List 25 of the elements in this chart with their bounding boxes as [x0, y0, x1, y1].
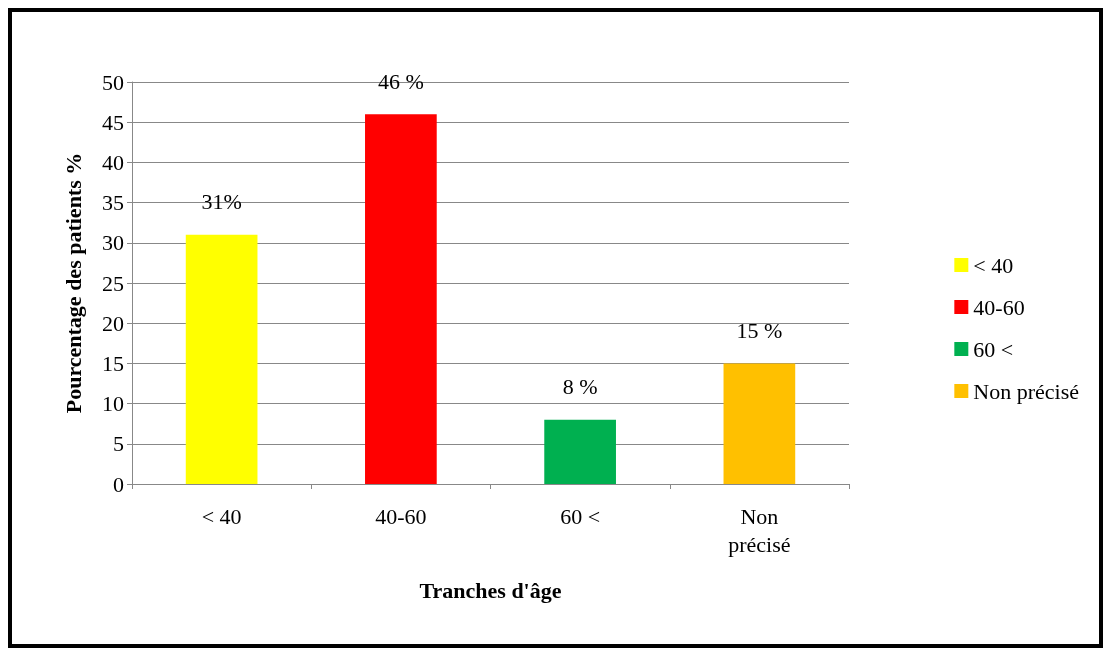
legend-label: Non précisé	[973, 378, 1080, 404]
x-axis-title: Tranches d'âge	[419, 577, 562, 603]
x-tick-label: Non précisé	[728, 503, 791, 557]
y-tick-label: 50	[102, 69, 124, 95]
y-tick-label: 5	[113, 431, 124, 457]
data-label: 8 %	[562, 374, 598, 400]
y-tick-label: 40	[102, 149, 124, 175]
y-tick-label: 45	[102, 109, 124, 135]
data-label: 15 %	[736, 317, 783, 343]
y-tick-label: 25	[102, 270, 124, 296]
x-tick-label: 60 <	[560, 503, 601, 529]
y-tick-label: 30	[102, 230, 124, 256]
legend-label: < 40	[973, 252, 1014, 278]
x-tick-label: < 40	[201, 503, 242, 529]
legend-label: 60 <	[973, 336, 1014, 362]
data-label: 31%	[201, 189, 242, 215]
y-tick-label: 10	[102, 391, 124, 417]
data-label: 46 %	[377, 68, 424, 94]
x-tick-label: 40-60	[375, 503, 427, 529]
y-tick-label: 0	[113, 471, 124, 497]
legend-label: 40-60	[973, 294, 1025, 320]
y-tick-label: 35	[102, 190, 124, 216]
y-tick-label: 20	[102, 310, 124, 336]
y-axis-title: Pourcentage des patients %	[60, 152, 86, 414]
y-tick-label: 15	[102, 350, 124, 376]
